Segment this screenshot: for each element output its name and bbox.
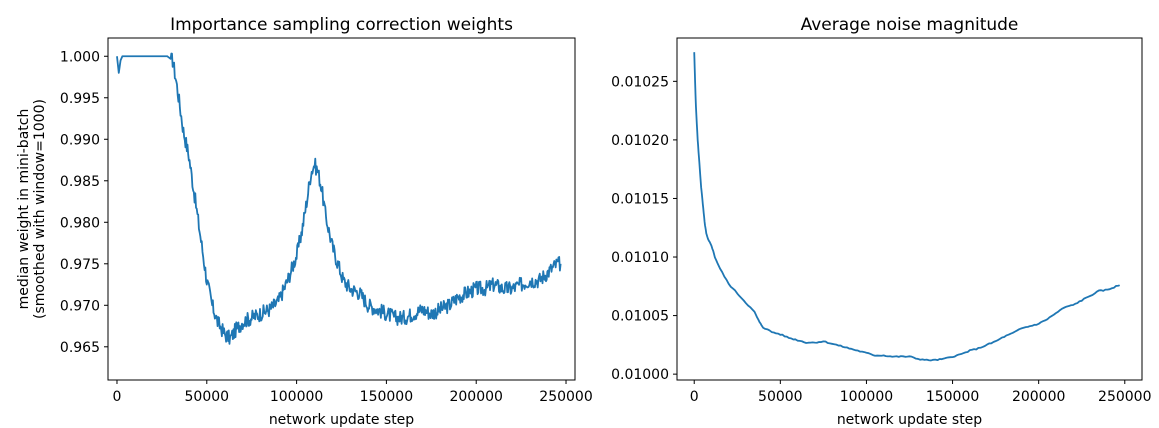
x-tick-label: 50000 — [185, 389, 230, 405]
plot-frame — [676, 37, 1143, 381]
y-tick-label: 0.975 — [60, 257, 100, 273]
chart-importance-weights: Importance sampling correction weights ne… — [16, 15, 593, 428]
x-tick-label: 150000 — [926, 389, 979, 405]
chart-title: Average noise magnitude — [801, 15, 1019, 35]
x-tick-label: 50000 — [758, 389, 803, 405]
x-axis-label: network update step — [269, 412, 414, 428]
y-tick-label: 1.000 — [60, 49, 100, 65]
y-tick-label: 0.01010 — [611, 250, 669, 266]
x-axis-label: network update step — [837, 412, 982, 428]
y-tick-label: 0.01025 — [611, 74, 669, 90]
x-tick-label: 200000 — [1012, 389, 1065, 405]
y-tick-label: 0.990 — [60, 132, 100, 148]
x-tick-label: 150000 — [360, 389, 413, 405]
y-tick-label: 0.01000 — [611, 367, 669, 383]
y-tick-label: 0.01020 — [611, 133, 669, 149]
y-tick-label: 0.980 — [60, 215, 100, 231]
y-axis-label: median weight in mini-batch(smoothed wit… — [16, 99, 48, 319]
y-tick-label: 0.970 — [60, 298, 100, 314]
y-tick-label: 0.985 — [60, 174, 100, 190]
series-line — [116, 52, 562, 345]
x-tick-label: 200000 — [449, 389, 502, 405]
x-tick-label: 0 — [113, 389, 122, 405]
x-tick-label: 100000 — [840, 389, 893, 405]
y-tick-label: 0.965 — [60, 340, 100, 356]
y-tick-label: 0.01005 — [611, 309, 669, 325]
x-tick-label: 0 — [690, 389, 699, 405]
plot-frame — [107, 37, 576, 381]
series-line — [693, 52, 1121, 362]
x-tick-label: 250000 — [1098, 389, 1151, 405]
y-tick-label: 0.995 — [60, 91, 100, 107]
y-tick-label: 0.01015 — [611, 191, 669, 207]
chart-noise-magnitude: Average noise magnitude network update st… — [611, 15, 1151, 428]
y-axis-label-line: (smoothed with window=1000) — [32, 99, 48, 319]
x-tick-label: 250000 — [539, 389, 592, 405]
chart-title: Importance sampling correction weights — [170, 15, 513, 35]
x-tick-label: 100000 — [270, 389, 323, 405]
y-axis-label-line: median weight in mini-batch — [16, 109, 32, 310]
